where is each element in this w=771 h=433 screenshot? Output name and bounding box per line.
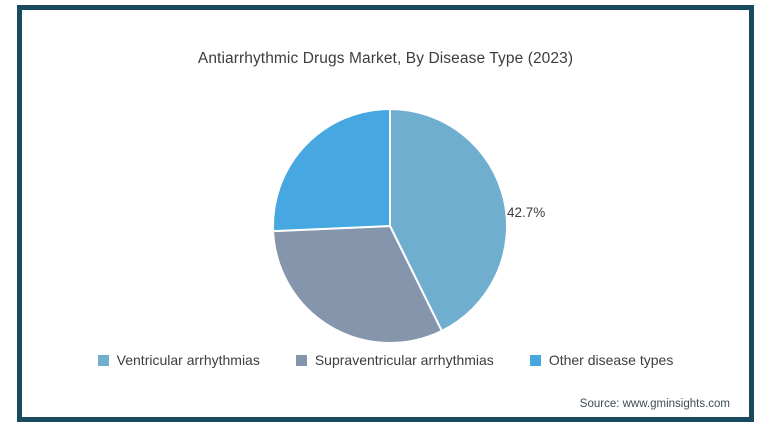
pie-svg: [272, 108, 508, 345]
legend-swatch-other-icon: [529, 354, 541, 366]
slice-value-label: 42.7%: [507, 205, 546, 220]
legend-label-supraventricular: Supraventricular arrhythmias: [314, 352, 494, 368]
pie-slice-other-disease-types[interactable]: [272, 108, 391, 233]
legend-item-ventricular[interactable]: Ventricular arrhythmias: [97, 352, 260, 368]
pie-slice-ventricular-arrhythmias[interactable]: [389, 108, 508, 332]
legend-label-ventricular: Ventricular arrhythmias: [116, 352, 260, 368]
source-text: Source: www.gminsights.com: [579, 398, 730, 410]
pie-slice-supraventricular-arrhythmias[interactable]: [272, 225, 443, 345]
legend-label-other: Other disease types: [548, 352, 674, 368]
legend-item-other[interactable]: Other disease types: [529, 352, 674, 368]
pie-chart: [270, 106, 510, 346]
legend: Ventricular arrhythmias Supraventricular…: [0, 352, 771, 368]
legend-swatch-supraventricular-icon: [295, 354, 307, 366]
chart-title: Antiarrhythmic Drugs Market, By Disease …: [197, 50, 574, 67]
legend-item-supraventricular[interactable]: Supraventricular arrhythmias: [295, 352, 494, 368]
legend-swatch-ventricular-icon: [97, 354, 109, 366]
